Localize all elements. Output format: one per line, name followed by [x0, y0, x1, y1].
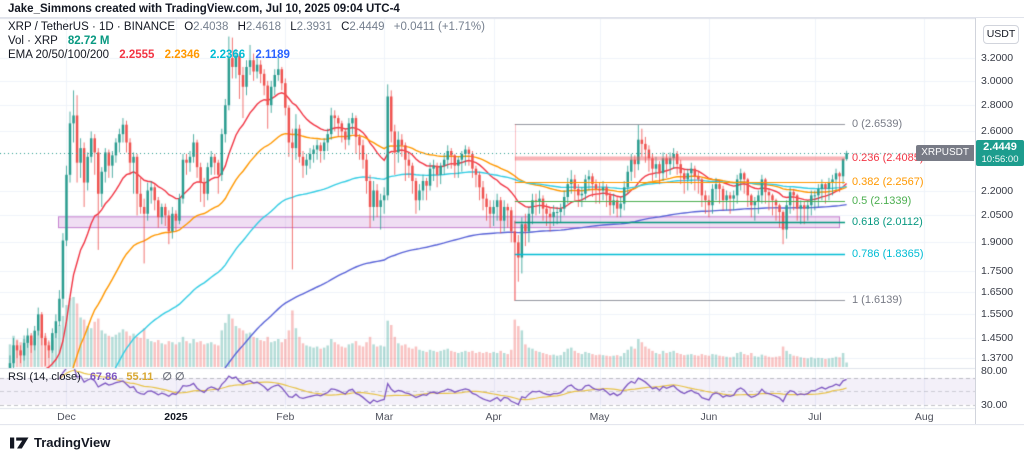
month-label-feb: Feb	[276, 411, 295, 423]
price-tick: 1.3700	[981, 352, 1014, 364]
fib-level-label-1[interactable]: 1 (1.6139)	[852, 294, 903, 307]
tradingview-logo-icon	[10, 437, 29, 448]
price-tick: 3.2000	[981, 52, 1014, 64]
last-price-value: 2.4449	[983, 141, 1017, 154]
low-value: 2.3931	[296, 21, 332, 33]
price-tick: 3.0000	[981, 74, 1014, 87]
rsi-tick: 30.00	[981, 398, 1008, 411]
ema-label: EMA 20/50/100/200	[8, 49, 110, 61]
price-axis[interactable]: USDT	[975, 18, 1024, 424]
price-tick: 2.2000	[981, 184, 1014, 197]
price-tick: 1.7500	[981, 265, 1014, 278]
ema100-value: 2.2366	[210, 49, 246, 61]
fib-level-label-05[interactable]: 0.5 (2.1339)	[852, 195, 912, 208]
currency-toggle-button[interactable]: USDT	[983, 25, 1019, 44]
last-price-badge: 2.4449 10:56:00	[976, 140, 1024, 167]
low-label: L	[290, 21, 297, 33]
change-value: +0.0411 (+1.71%)	[393, 21, 485, 33]
open-value: 2.4038	[193, 21, 229, 33]
fib-level-label-0618[interactable]: 0.618 (2.0112)	[852, 216, 923, 229]
rsi-label: RSI (14, close)	[8, 371, 81, 383]
price-tick: 1.6500	[981, 286, 1014, 299]
volume-legend-row[interactable]: Vol · XRP 82.72 M	[8, 35, 109, 47]
fib-level-label-0786[interactable]: 0.786 (1.8365)	[852, 248, 924, 261]
price-tick: 1.9000	[981, 236, 1014, 249]
rsi-value: 67.86	[89, 371, 118, 383]
symbol-title: XRP / TetherUS · 1D · BINANCE	[8, 21, 176, 33]
month-label-may: May	[589, 411, 610, 423]
month-label-apr: Apr	[485, 411, 502, 423]
volume-label: Vol · XRP	[8, 35, 58, 47]
volume-value: 82.72 M	[67, 35, 110, 47]
tradingview-logo-text: TradingView	[34, 435, 111, 450]
high-label: H	[237, 21, 246, 33]
month-label-mar: Mar	[375, 411, 394, 423]
month-label-jun: Jun	[700, 411, 718, 423]
ema50-value: 2.2346	[164, 49, 200, 61]
fib-level-label-0[interactable]: 0 (2.6539)	[852, 118, 903, 131]
ema200-value: 2.1189	[255, 49, 290, 61]
fib-level-label-0382[interactable]: 0.382 (2.2567)	[852, 175, 924, 188]
close-value: 2.4449	[349, 21, 385, 33]
ema-legend-row[interactable]: EMA 20/50/100/200 2.2555 2.2346 2.2366 2…	[8, 49, 290, 61]
price-tick: 2.8000	[981, 99, 1014, 112]
symbol-price-label-badge: XRPUSDT	[916, 145, 974, 162]
symbol-legend-row[interactable]: XRP / TetherUS · 1D · BINANCE O2.4038 H2…	[8, 21, 485, 33]
rsi-placeholders: ∅ ∅	[162, 371, 185, 383]
open-label: O	[184, 21, 194, 33]
month-label-aug: Aug	[914, 411, 934, 423]
close-label: C	[341, 21, 350, 33]
ema20-value: 2.2555	[119, 49, 155, 61]
price-tick: 2.6000	[981, 125, 1014, 138]
tradingview-logo[interactable]: TradingView	[10, 435, 110, 450]
year-label-2025: 2025	[164, 411, 188, 423]
month-label-dec: Dec	[57, 411, 76, 423]
high-value: 2.4618	[245, 21, 282, 33]
attribution-text: Jake_Simmons created with TradingView.co…	[0, 0, 1024, 18]
price-tick: 1.4500	[981, 331, 1014, 344]
rsi-ma-value: 55.11	[126, 371, 154, 383]
price-tick: 2.0500	[981, 209, 1014, 222]
month-label-jul: Jul	[808, 411, 822, 423]
rsi-legend-row[interactable]: RSI (14, close) 67.86 55.11 ∅ ∅	[8, 370, 185, 383]
price-tick: 1.5500	[981, 308, 1014, 321]
rsi-tick: 80.00	[981, 365, 1008, 378]
candle-countdown: 10:56:00	[981, 154, 1019, 166]
fib-level-label-0236[interactable]: 0.236 (2.4085)	[852, 152, 924, 165]
